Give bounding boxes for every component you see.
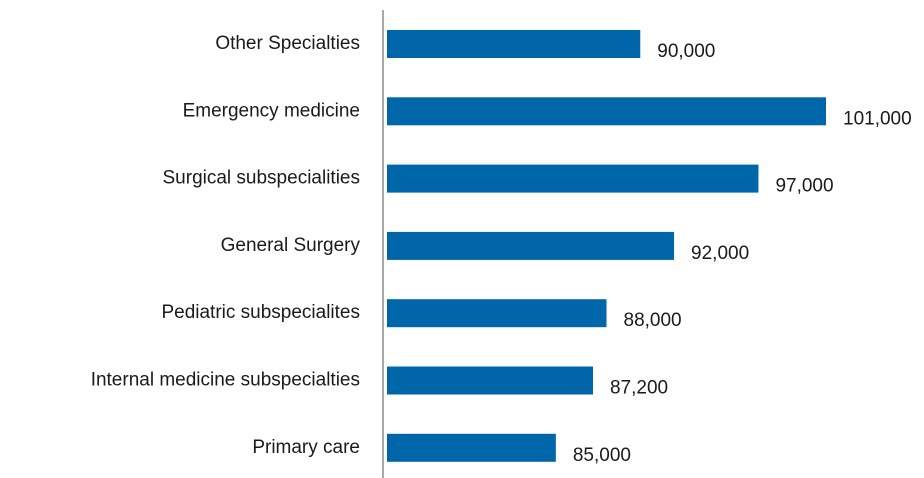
value-label: 87,200 xyxy=(610,378,668,399)
bar xyxy=(387,30,641,58)
category-label: Pediatric subspecialites xyxy=(161,302,360,323)
bar xyxy=(387,231,675,260)
value-label: 88,000 xyxy=(624,310,682,331)
value-label: 97,000 xyxy=(775,176,833,197)
value-label: 101,000 xyxy=(843,108,912,129)
category-label: Emergency medicine xyxy=(183,100,360,121)
category-label: Primary care xyxy=(252,437,360,458)
value-label: 85,000 xyxy=(573,445,631,466)
bar xyxy=(387,433,556,462)
bar xyxy=(387,97,826,126)
category-label: Surgical subspecialities xyxy=(163,168,361,189)
category-label: General Surgery xyxy=(221,235,361,256)
bar xyxy=(387,299,607,328)
category-label: Other Specialties xyxy=(215,33,360,54)
bar xyxy=(387,164,759,193)
bar xyxy=(387,366,593,395)
value-label: 92,000 xyxy=(691,243,749,264)
category-label: Internal medicine subspecialties xyxy=(91,370,360,391)
value-label: 90,000 xyxy=(657,41,715,62)
